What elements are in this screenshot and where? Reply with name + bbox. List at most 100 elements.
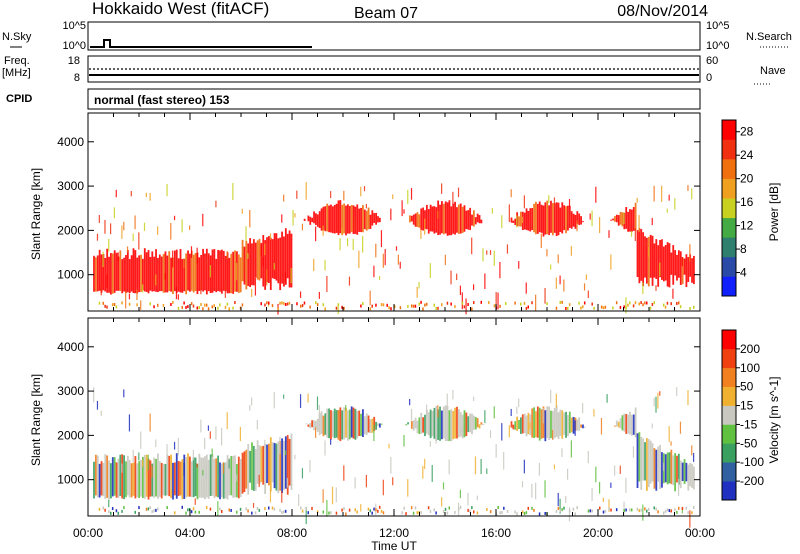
- scatter-column: [267, 236, 270, 284]
- scatter-echo: [610, 482, 612, 488]
- ground-scatter: [651, 302, 654, 306]
- scatter-column: [425, 409, 428, 434]
- scatter-column: [363, 209, 366, 230]
- scatter-echo: [401, 200, 403, 217]
- scatter-echo: [623, 212, 625, 225]
- scatter-echo: [315, 427, 317, 438]
- scatter-echo: [301, 468, 304, 479]
- scatter-echo: [608, 499, 610, 512]
- scatter-echo: [691, 188, 693, 200]
- scatter-echo: [570, 246, 572, 256]
- scatter-echo: [591, 210, 593, 227]
- scatter-column: [664, 244, 667, 281]
- ground-scatter: [441, 303, 443, 307]
- scatter-column: [572, 213, 575, 227]
- scatter-column: [286, 435, 289, 495]
- scatter-column: [559, 207, 562, 233]
- ground-scatter: [525, 511, 528, 515]
- ground-scatter: [422, 307, 424, 311]
- scatter-echo: [407, 189, 409, 205]
- scatter-echo: [585, 274, 588, 280]
- ground-scatter: [662, 511, 665, 515]
- scatter-echo: [215, 200, 217, 208]
- ground-scatter: [476, 511, 479, 515]
- cpid-text: normal (fast stereo) 153: [94, 93, 230, 107]
- scatter-column: [331, 206, 334, 234]
- scatter-column: [102, 253, 105, 291]
- ground-scatter: [335, 511, 338, 515]
- ground-scatter: [565, 307, 567, 311]
- scatter-column: [356, 410, 359, 439]
- scatter-column: [533, 203, 535, 233]
- ground-scatter: [544, 511, 546, 515]
- scatter-column: [177, 258, 180, 292]
- ground-scatter: [348, 508, 351, 512]
- scatter-column: [467, 416, 470, 433]
- scatter-column: [245, 449, 248, 489]
- scatter-column: [251, 442, 253, 490]
- scatter-echo: [202, 213, 204, 227]
- scatter-column: [153, 457, 156, 498]
- scatter-echo: [170, 222, 172, 240]
- scatter-column: [151, 463, 154, 497]
- nsky-tick-low: 10^0: [62, 40, 86, 52]
- scatter-column: [136, 463, 139, 498]
- ground-scatter: [264, 507, 266, 511]
- velocity-colorbar-label: Velocity [m s^-1]: [767, 377, 781, 464]
- scatter-column: [350, 204, 353, 233]
- scatter-column: [121, 259, 124, 294]
- scatter-column: [644, 442, 646, 481]
- scatter-column: [125, 461, 127, 498]
- scatter-column: [623, 413, 626, 432]
- scatter-column: [538, 201, 541, 233]
- scatter-column: [166, 454, 169, 496]
- ground-scatter: [316, 510, 319, 514]
- ground-scatter: [362, 302, 364, 306]
- ground-scatter: [674, 508, 676, 512]
- scatter-column: [437, 409, 440, 440]
- scatter-column: [681, 257, 684, 285]
- nave-label: Nave: [760, 65, 786, 77]
- colorbar-tick-label: -100: [740, 455, 764, 469]
- scatter-echo: [149, 413, 151, 432]
- ground-scatter: [369, 509, 372, 513]
- ground-scatter: [527, 305, 530, 309]
- scatter-column: [341, 204, 344, 236]
- scatter-column: [264, 240, 267, 290]
- scatter-echo: [486, 468, 488, 474]
- scatter-column: [249, 238, 251, 288]
- scatter-column: [452, 203, 455, 234]
- scatter-echo: [619, 465, 621, 474]
- ground-scatter: [653, 301, 656, 305]
- y-tick-label: 2000: [57, 428, 84, 442]
- scatter-column: [226, 252, 229, 294]
- ground-scatter: [198, 306, 200, 310]
- scatter-column: [424, 414, 426, 437]
- scatter-column: [108, 256, 110, 293]
- ground-scatter: [382, 303, 385, 307]
- scatter-echo: [691, 445, 693, 456]
- scatter-column: [559, 409, 562, 436]
- scatter-echo: [521, 481, 524, 488]
- scatter-echo: [525, 282, 527, 294]
- scatter-echo: [501, 215, 503, 229]
- colorbar-segment: [722, 386, 736, 406]
- ground-scatter: [241, 303, 244, 307]
- scatter-echo: [632, 446, 635, 458]
- scatter-echo: [309, 460, 311, 473]
- scatter-echo: [646, 241, 648, 247]
- scatter-column: [642, 438, 645, 481]
- scatter-column: [149, 256, 152, 291]
- scatter-column: [125, 255, 127, 294]
- scatter-column: [307, 424, 310, 427]
- power-colorbar-label: Power [dB]: [767, 183, 781, 242]
- ground-scatter: [375, 303, 377, 307]
- colorbar-segment: [722, 139, 736, 160]
- ground-scatter: [604, 509, 607, 513]
- scatter-echo: [241, 208, 243, 214]
- scatter-column: [691, 258, 693, 283]
- scatter-echo: [202, 470, 204, 476]
- scatter-column: [219, 250, 221, 292]
- ground-scatter: [172, 300, 174, 304]
- scatter-column: [194, 252, 197, 291]
